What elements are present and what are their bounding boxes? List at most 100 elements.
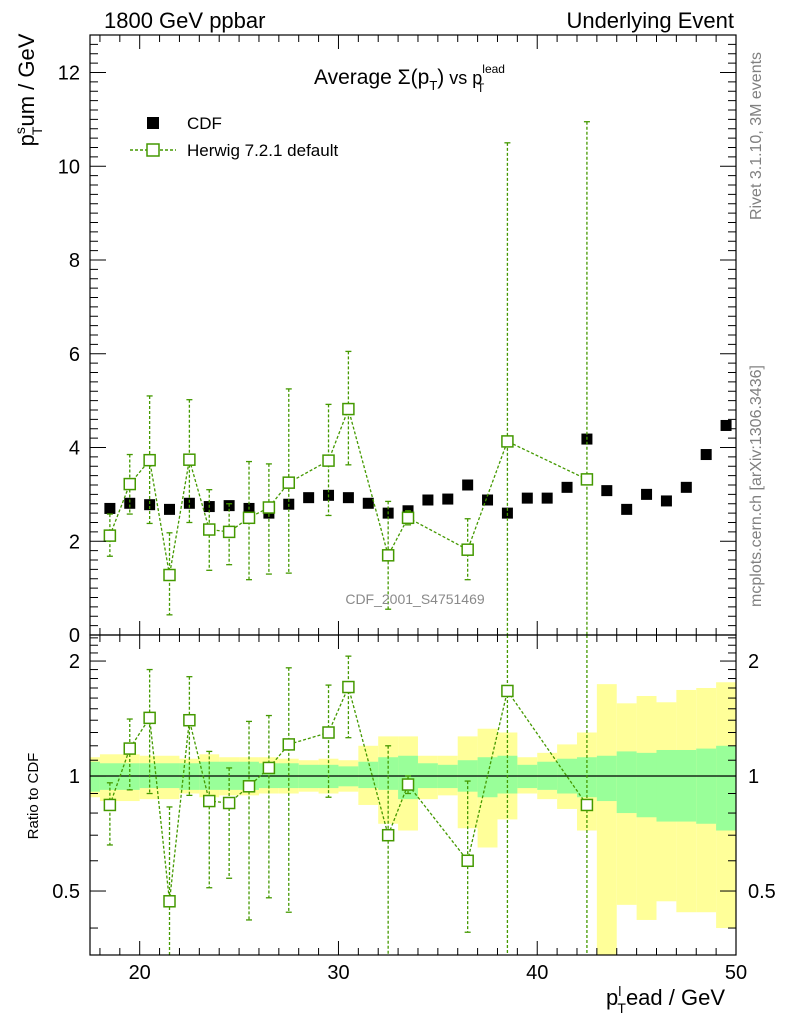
herwig-ratio-point xyxy=(401,778,415,791)
herwig-point xyxy=(163,568,176,582)
herwig-point xyxy=(401,511,415,525)
herwig-ratio-point xyxy=(282,738,296,751)
cdf-point xyxy=(641,488,653,500)
y-tick-label: 12 xyxy=(58,63,80,85)
y-tick-label: 6 xyxy=(69,344,80,366)
y-axis-label: psTum / GeV xyxy=(12,33,45,146)
y-tick-label: 2 xyxy=(69,531,80,553)
cdf-point xyxy=(601,485,613,497)
cdf-point xyxy=(700,449,712,461)
y-tick-label: 8 xyxy=(69,250,80,272)
herwig-ratio-point xyxy=(461,854,474,868)
herwig-ratio-point xyxy=(381,828,395,842)
x-tick-label: 30 xyxy=(327,962,349,984)
herwig-point xyxy=(203,523,216,536)
legend-label-herwig: Herwig 7.2.1 default xyxy=(187,141,338,160)
herwig-ratio-point xyxy=(183,713,196,727)
cdf-point xyxy=(303,492,315,504)
cdf-point xyxy=(561,481,573,493)
herwig-point xyxy=(183,453,196,466)
ratio-band-stat xyxy=(616,751,637,814)
x-tick-label: 20 xyxy=(129,962,151,984)
cdf-point xyxy=(442,493,454,505)
cdf-point xyxy=(124,497,136,509)
header-left: 1800 GeV ppbar xyxy=(104,8,265,33)
ratio-y-tick-label-right: 0.5 xyxy=(748,881,776,903)
herwig-point xyxy=(282,476,296,489)
mcplots-label: mcplots.cern.ch [arXiv:1306.3436] xyxy=(748,365,765,607)
ratio-y-tick-label: 0.5 xyxy=(52,881,80,903)
cdf-point xyxy=(541,492,553,504)
legend-marker-herwig xyxy=(146,143,160,157)
y-tick-label: 4 xyxy=(69,438,80,460)
ratio-y-tick-label: 2 xyxy=(69,651,80,673)
cdf-point xyxy=(462,479,474,491)
y-tick-label: 10 xyxy=(58,156,80,178)
ratio-y-axis-label: Ratio to CDF xyxy=(25,753,42,840)
header-right: Underlying Event xyxy=(566,8,734,33)
herwig-point xyxy=(322,454,335,467)
herwig-ratio-point xyxy=(143,711,156,725)
main-panel-data xyxy=(103,121,732,635)
herwig-ratio-line xyxy=(109,685,588,902)
herwig-ratio-point xyxy=(580,798,594,812)
herwig-ratio-point xyxy=(322,726,335,739)
herwig-ratio-point xyxy=(262,761,276,775)
ratio-band-stat xyxy=(358,761,379,789)
ratio-band-stat xyxy=(716,745,736,831)
cdf-point xyxy=(183,497,195,509)
plot-title: Average Σ(pT) vs plead T xyxy=(314,62,505,95)
cdf-point xyxy=(621,503,633,515)
x-axis-label: pl Tead / GeV xyxy=(606,983,725,1016)
x-tick-label: 40 xyxy=(526,962,548,984)
ratio-band-stat xyxy=(696,748,717,824)
ratio-band-stat xyxy=(596,755,617,802)
ratio-band-stat xyxy=(656,749,697,822)
ratio-band-stat xyxy=(90,761,100,792)
ratio-panel-frame xyxy=(89,634,737,956)
herwig-point xyxy=(461,543,474,556)
cdf-point xyxy=(482,494,494,506)
herwig-ratio-point xyxy=(203,794,216,808)
herwig-ratio-point xyxy=(163,895,176,908)
herwig-point xyxy=(262,501,276,514)
ratio-panel-data xyxy=(90,635,736,955)
cdf-point xyxy=(720,419,732,431)
x-tick-label: 50 xyxy=(725,962,747,984)
main-panel-axes: 0 2 4 6 8 10 12 xyxy=(58,34,737,647)
herwig-point xyxy=(242,511,256,525)
herwig-ratio-point xyxy=(501,684,514,698)
herwig-point xyxy=(123,477,137,491)
cdf-point xyxy=(660,495,672,507)
ratio-y-tick-label: 1 xyxy=(69,766,80,788)
legend-label-cdf: CDF xyxy=(187,114,222,133)
herwig-point xyxy=(580,473,594,486)
herwig-point xyxy=(143,453,156,467)
herwig-point xyxy=(103,529,117,542)
cdf-point xyxy=(362,497,374,509)
cdf-point xyxy=(104,502,116,514)
herwig-point xyxy=(501,435,514,448)
cdf-point xyxy=(342,492,354,504)
ratio-band-stat xyxy=(497,755,518,794)
herwig-ratio-point xyxy=(342,680,355,694)
herwig-ratio-point xyxy=(222,796,236,810)
analysis-watermark: CDF_2001_S4751469 xyxy=(345,591,485,607)
cdf-point xyxy=(164,503,176,515)
cdf-point xyxy=(144,499,156,511)
cdf-point xyxy=(521,492,533,504)
legend: CDF Herwig 7.2.1 default xyxy=(130,114,338,160)
herwig-ratio-point xyxy=(242,780,256,793)
ratio-band-stat xyxy=(636,752,657,818)
herwig-point xyxy=(342,402,355,416)
herwig-ratio-point xyxy=(123,742,137,755)
cdf-point xyxy=(680,481,692,493)
ratio-y-tick-label-right: 2 xyxy=(748,651,759,673)
herwig-point xyxy=(222,525,236,539)
ratio-band-total xyxy=(596,684,617,955)
herwig-point xyxy=(381,549,395,562)
herwig-ratio-point xyxy=(103,798,117,812)
ratio-y-tick-label-right: 1 xyxy=(748,766,759,788)
rivet-label: Rivet 3.1.10, 3M events xyxy=(748,52,765,220)
